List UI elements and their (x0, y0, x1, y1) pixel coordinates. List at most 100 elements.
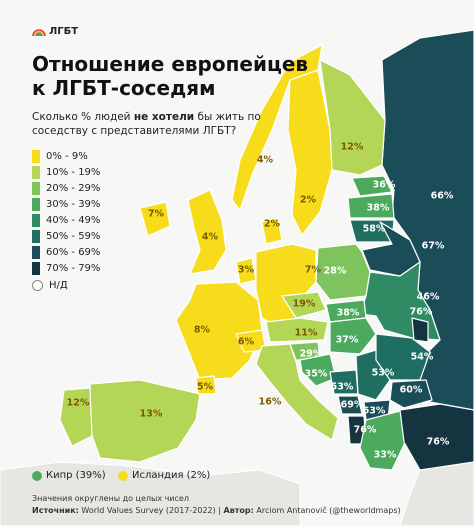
legend-swatch (32, 197, 40, 211)
country-turkey (399, 403, 474, 471)
value-label-spain: 13% (139, 408, 163, 420)
value-label-germany: 7% (304, 264, 322, 276)
country-belarus (361, 221, 421, 277)
footer-author-text: Arciom Antanovič (@theworldmaps) (253, 506, 401, 515)
legend-na: Н/Д (32, 280, 100, 291)
value-label-greece: 33% (373, 449, 397, 461)
value-label-turkey: 76% (426, 436, 450, 448)
legend-label: 60% - 69% (46, 246, 101, 258)
country-finland (319, 59, 386, 176)
country-hungary (329, 317, 377, 355)
legend-item: 0% - 9% (32, 148, 100, 164)
cyprus-label: Кипр (39%) (46, 470, 106, 481)
value-label-finland: 12% (340, 141, 364, 153)
iceland-dot (118, 470, 128, 481)
value-label-north-macedonia: 63% (362, 405, 386, 417)
legend-item: 70% - 79% (32, 260, 100, 276)
value-label-serbia: 53% (371, 367, 395, 379)
value-label-bulgaria: 60% (399, 384, 423, 396)
country-spain (89, 379, 201, 463)
legend-item: 20% - 29% (32, 180, 100, 196)
country-austria (265, 317, 329, 343)
value-label-ireland: 7% (147, 208, 165, 220)
value-label-belarus: 67% (421, 240, 445, 252)
value-label-italy: 16% (258, 396, 282, 408)
subtitle: Сколько % людей не хотели бы жить по сос… (32, 110, 282, 138)
country-italy (255, 343, 339, 441)
value-label-lithuania: 58% (362, 223, 386, 235)
country-estonia (351, 175, 393, 197)
footer-author-label: Автор: (223, 506, 254, 515)
legend-swatch (32, 245, 40, 259)
legend-na-label: Н/Д (49, 280, 68, 291)
value-label-sweden: 2% (299, 194, 317, 206)
country-czechia (281, 291, 327, 319)
legend-swatch (32, 181, 40, 195)
footer-source-text: World Values Survey (2017-2022) | (78, 506, 224, 515)
footer-note: Значения округлены до целых чисел (32, 494, 189, 503)
legend-swatch (32, 229, 40, 243)
legend-item: 60% - 69% (32, 244, 100, 260)
value-label-romania: 54% (410, 351, 434, 363)
legend-item: 50% - 59% (32, 228, 100, 244)
legend-label: 70% - 79% (46, 262, 101, 274)
legend-item: 10% - 19% (32, 164, 100, 180)
country-latvia (347, 193, 395, 219)
value-label-denmark: 2% (263, 218, 281, 230)
value-label-estonia: 36% (372, 179, 396, 191)
value-label-croatia: 35% (304, 368, 328, 380)
legend-swatch (32, 149, 40, 163)
country-croatia (299, 353, 337, 387)
value-label-albania: 76% (353, 424, 377, 436)
brand: ЛГБТ (32, 26, 78, 37)
value-label-hungary: 37% (335, 334, 359, 346)
country-portugal (59, 387, 93, 447)
value-label-slovenia: 29% (299, 348, 323, 360)
legend-label: 30% - 39% (46, 198, 101, 210)
subtitle-text-post: бы жить по соседству с представителями Л… (32, 111, 261, 137)
footer-source: Источник: World Values Survey (2017-2022… (32, 506, 401, 515)
country-norway (231, 44, 323, 211)
value-label-montenegro: 69% (340, 399, 364, 411)
value-label-france: 8% (193, 324, 211, 336)
value-label-bosnia: 53% (330, 381, 354, 393)
country-moldova (411, 317, 429, 343)
value-label-czechia: 19% (292, 298, 316, 310)
country-bulgaria (389, 379, 433, 409)
value-label-latvia: 38% (366, 202, 390, 214)
country-ireland (139, 201, 171, 237)
country-sweden (287, 69, 333, 236)
legend-na-circle (32, 280, 43, 291)
title-line-1: Отношение европейцев (32, 52, 309, 76)
country-andorra (195, 375, 217, 395)
value-label-andorra: 5% (196, 381, 214, 393)
legend-swatch (32, 213, 40, 227)
legend-label: 0% - 9% (46, 150, 88, 162)
value-label-switzerland: 6% (237, 336, 255, 348)
rainbow-icon (32, 29, 46, 36)
legend-item: 30% - 39% (32, 196, 100, 212)
value-label-netherlands: 3% (237, 264, 255, 276)
legend-swatch (32, 165, 40, 179)
color-legend: 0% - 9% 10% - 19% 20% - 29% 30% - 39% 40… (32, 148, 100, 291)
brand-label: ЛГБТ (49, 26, 79, 37)
legend-label: 10% - 19% (46, 166, 101, 178)
title-line-2: к ЛГБТ-соседям (32, 76, 216, 100)
country-uk (187, 189, 227, 275)
value-label-uk: 4% (201, 231, 219, 243)
legend-label: 50% - 59% (46, 230, 101, 242)
value-label-austria: 11% (294, 327, 318, 339)
country-france (175, 281, 263, 381)
value-label-poland: 28% (323, 265, 347, 277)
footer-source-label: Источник: (32, 506, 79, 515)
subtitle-text-bold: не хотели (133, 111, 195, 123)
value-label-portugal: 12% (66, 397, 90, 409)
country-denmark (261, 217, 283, 245)
north-africa-land (0, 461, 301, 526)
legend-swatch (32, 261, 40, 275)
iceland-label: Исландия (2%) (132, 470, 211, 481)
legend-label: 20% - 29% (46, 182, 101, 194)
value-label-slovakia: 38% (336, 307, 360, 319)
value-label-ukraine: 46% (416, 291, 440, 303)
